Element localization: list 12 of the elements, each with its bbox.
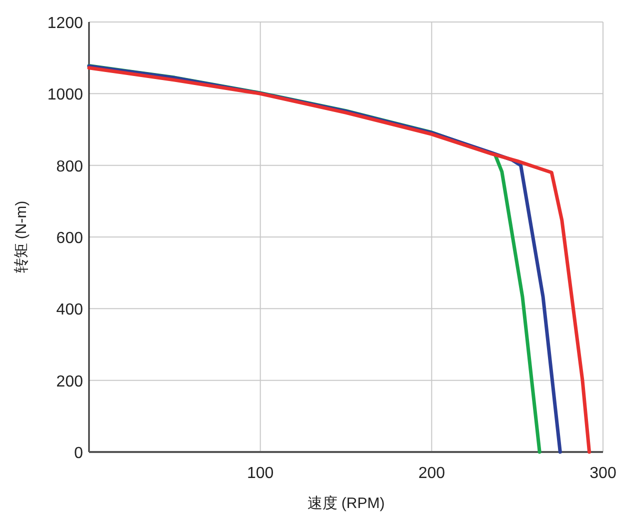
y-tick-label: 600 <box>56 230 84 247</box>
y-tick-label: 1200 <box>47 15 84 32</box>
x-axis-title: 速度 (RPM) <box>307 495 385 512</box>
y-tick-label: 200 <box>56 373 84 390</box>
y-tick-label: 1000 <box>47 86 84 104</box>
x-tick-label: 200 <box>418 465 446 482</box>
y-tick-label: 400 <box>56 302 84 319</box>
y-tick-label: 0 <box>74 445 84 462</box>
y-axis-title: 转矩 (N-m) <box>13 200 30 274</box>
x-tick-label: 100 <box>246 465 274 482</box>
x-tick-label: 300 <box>590 465 616 482</box>
y-tick-label: 800 <box>56 158 84 176</box>
